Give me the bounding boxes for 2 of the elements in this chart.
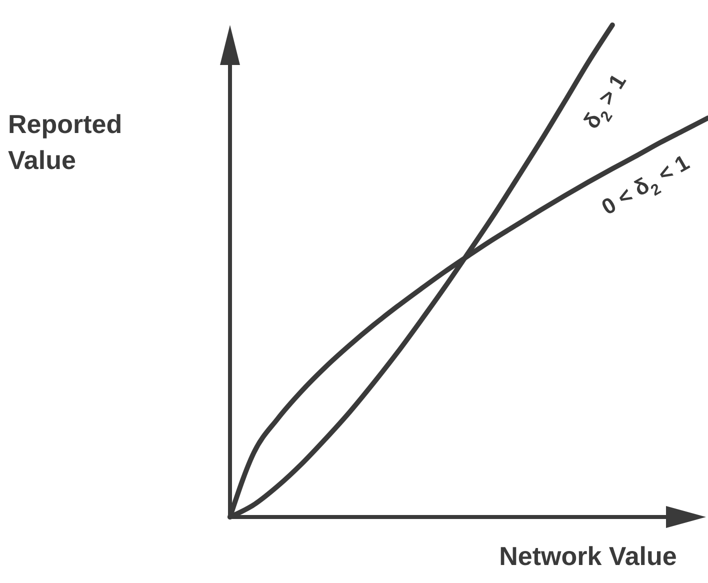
y-axis-title: Reported Value	[8, 109, 122, 175]
x-axis-title: Network Value	[499, 541, 677, 571]
